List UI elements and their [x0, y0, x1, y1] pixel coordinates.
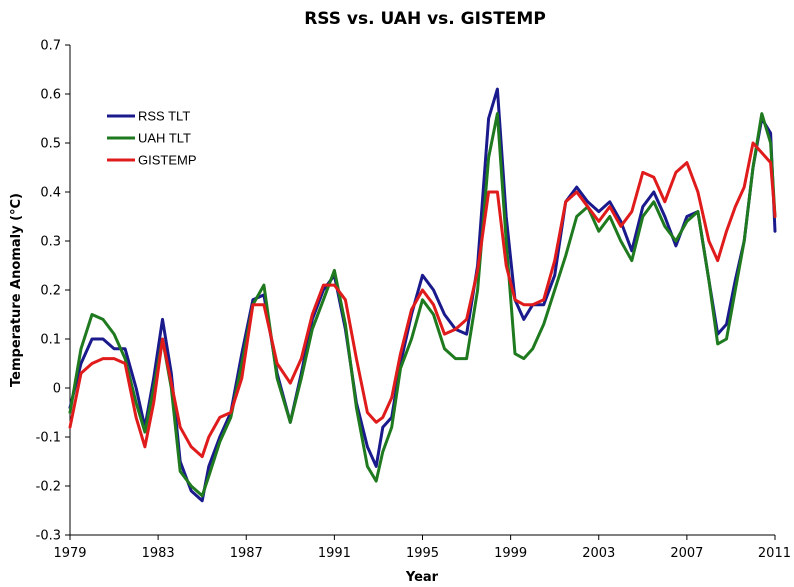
x-tick-label: 1991	[318, 546, 351, 561]
x-tick-label: 1999	[494, 546, 527, 561]
chart-title: RSS vs. UAH vs. GISTEMP	[304, 9, 546, 29]
y-tick-label: 0.4	[40, 186, 61, 201]
x-tick-label: 1979	[53, 546, 86, 561]
series-line-gistemp	[68, 141, 777, 459]
x-tick-label: 2007	[670, 546, 703, 561]
x-tick-label: 2003	[582, 546, 615, 561]
x-axis-label: Year	[405, 570, 439, 585]
legend: RSS TLT UAH TLT GISTEMP	[107, 109, 197, 168]
y-tick-label: 0.3	[40, 235, 61, 250]
series-lines	[68, 87, 777, 503]
y-tick-label: 0.5	[40, 137, 61, 152]
x-tick-label: 2011	[758, 546, 791, 561]
y-tick-label: -0.2	[36, 480, 61, 495]
x-tick-label: 1987	[230, 546, 263, 561]
y-tick-label: -0.3	[36, 529, 61, 544]
legend-label: RSS TLT	[138, 109, 190, 124]
y-tick-label: 0	[53, 382, 61, 397]
x-tick-label: 1983	[142, 546, 175, 561]
y-axis-label: Temperature Anomaly (°C)	[9, 193, 24, 387]
plot-area: -0.3-0.2-0.100.10.20.30.40.50.60.7 1979 1…	[36, 39, 791, 562]
legend-label: GISTEMP	[138, 153, 197, 168]
y-axis-ticks: -0.3 -0.2 -0.1 0 0.1 0.2 0.3 0.4 0.5 0.6 0.7	[36, 39, 70, 544]
x-tick-label: 1995	[406, 546, 439, 561]
y-tick-label: 0.6	[40, 88, 61, 103]
y-tick-label: -0.1	[36, 431, 61, 446]
y-tick-label: 0.7	[40, 39, 61, 54]
series-line-uah-tlt	[68, 112, 777, 498]
x-axis-ticks: 1979 1983 1987 1991 1995 1999 2003 2007 2011	[53, 535, 791, 561]
y-tick-label: 0.2	[40, 284, 61, 299]
legend-label: UAH TLT	[138, 131, 191, 146]
y-tick-label: 0.1	[40, 333, 61, 348]
